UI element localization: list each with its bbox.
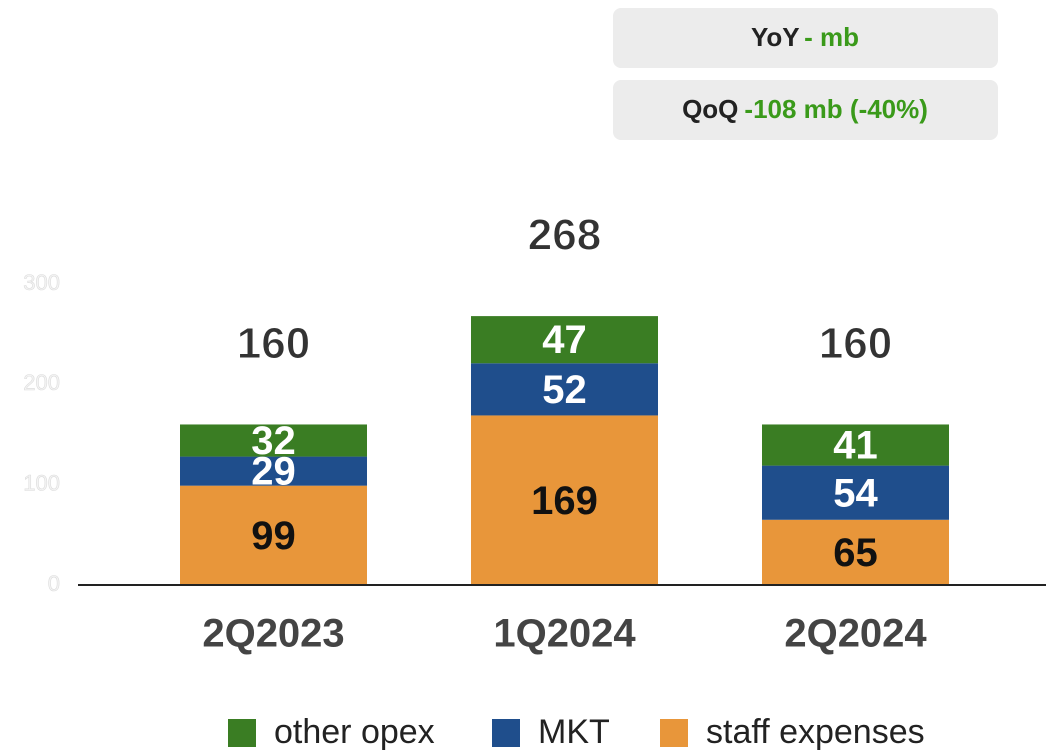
- bar-segment: [762, 465, 949, 520]
- legend-swatch: [492, 719, 520, 747]
- y-tick-label: 300: [23, 270, 60, 295]
- bar-segment: [762, 424, 949, 466]
- segment-label: 52: [542, 368, 587, 412]
- total-label: 160: [819, 319, 892, 368]
- segment-label: 99: [251, 514, 296, 558]
- badge-label: QoQ: [682, 94, 738, 124]
- bar-segment: [180, 424, 367, 457]
- segment-label: 29: [251, 450, 296, 494]
- badge: [613, 8, 998, 68]
- legend-label: staff expenses: [706, 713, 925, 751]
- badge-value: - mb: [804, 22, 859, 52]
- total-label: 160: [237, 319, 310, 368]
- segment-label: 169: [531, 479, 598, 523]
- legend-swatch: [660, 719, 688, 747]
- x-tick-label: 2Q2023: [202, 612, 344, 656]
- bar-segment: [762, 519, 949, 585]
- legend-label: other opex: [274, 713, 435, 751]
- segment-label: 32: [251, 419, 296, 463]
- badge: [613, 80, 998, 140]
- segment-label: 65: [833, 531, 878, 575]
- legend-label: MKT: [538, 713, 610, 751]
- y-tick-label: 100: [23, 470, 60, 495]
- bar-segment: [180, 485, 367, 585]
- y-tick-label: 0: [48, 571, 60, 596]
- x-tick-label: 1Q2024: [493, 612, 636, 656]
- bar-segment: [471, 316, 658, 364]
- segment-label: 47: [542, 318, 587, 362]
- total-label: 268: [528, 211, 601, 260]
- segment-label: 54: [833, 471, 878, 515]
- bar-segment: [471, 415, 658, 585]
- legend-swatch: [228, 719, 256, 747]
- bar-segment: [180, 456, 367, 486]
- badge-text: YoY - mb: [751, 22, 859, 52]
- bar-segment: [471, 363, 658, 416]
- x-tick-label: 2Q2024: [784, 612, 927, 656]
- segment-label: 41: [833, 424, 878, 468]
- badge-text: QoQ -108 mb (-40%): [682, 94, 928, 124]
- badge-value: -108 mb (-40%): [744, 94, 928, 124]
- badge-label: YoY: [751, 22, 799, 52]
- y-tick-label: 200: [23, 370, 60, 395]
